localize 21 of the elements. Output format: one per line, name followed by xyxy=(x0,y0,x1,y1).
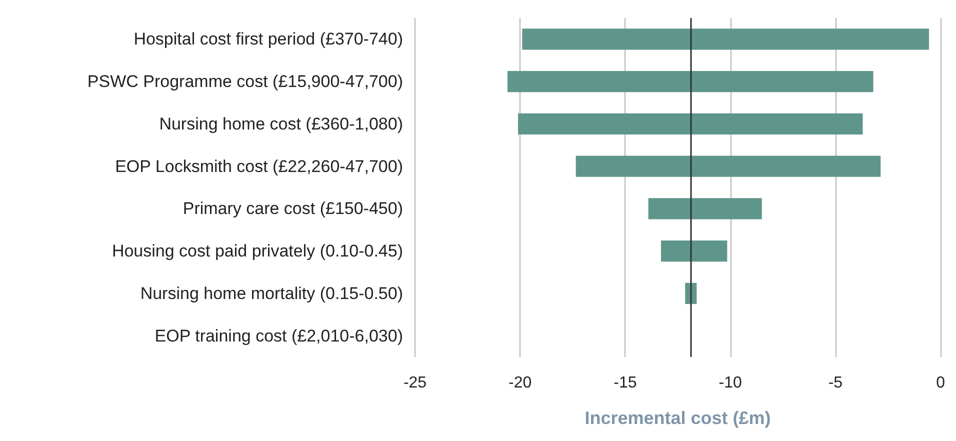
x-axis-title: Incremental cost (£m) xyxy=(584,408,771,428)
y-tick-label: EOP training cost (£2,010-6,030) xyxy=(154,326,403,346)
y-tick-label: PSWC Programme cost (£15,900-47,700) xyxy=(87,72,403,92)
bar xyxy=(507,70,874,92)
bar xyxy=(660,240,728,262)
x-tick-label: -5 xyxy=(828,374,843,392)
y-tick-label: Hospital cost first period (£370-740) xyxy=(134,30,403,49)
x-tick-label: -25 xyxy=(403,374,427,392)
bar xyxy=(576,156,881,177)
x-tick-label: -20 xyxy=(508,374,532,392)
y-tick-label: Nursing home mortality (0.15-0.50) xyxy=(140,284,403,303)
y-tick-label: EOP Locksmith cost (£22,260-47,700) xyxy=(115,156,403,176)
bar xyxy=(648,198,762,220)
x-tick-label: 0 xyxy=(936,374,946,392)
bar xyxy=(518,113,863,135)
x-tick-label: -15 xyxy=(614,374,637,392)
x-tick-label: -10 xyxy=(718,374,742,392)
y-tick-label: Housing cost paid privately (0.10-0.45) xyxy=(112,242,403,261)
bar xyxy=(522,28,929,50)
y-tick-label: Primary care cost (£150-450) xyxy=(182,199,403,218)
y-tick-label: Nursing home cost (£360-1,080) xyxy=(159,114,403,134)
